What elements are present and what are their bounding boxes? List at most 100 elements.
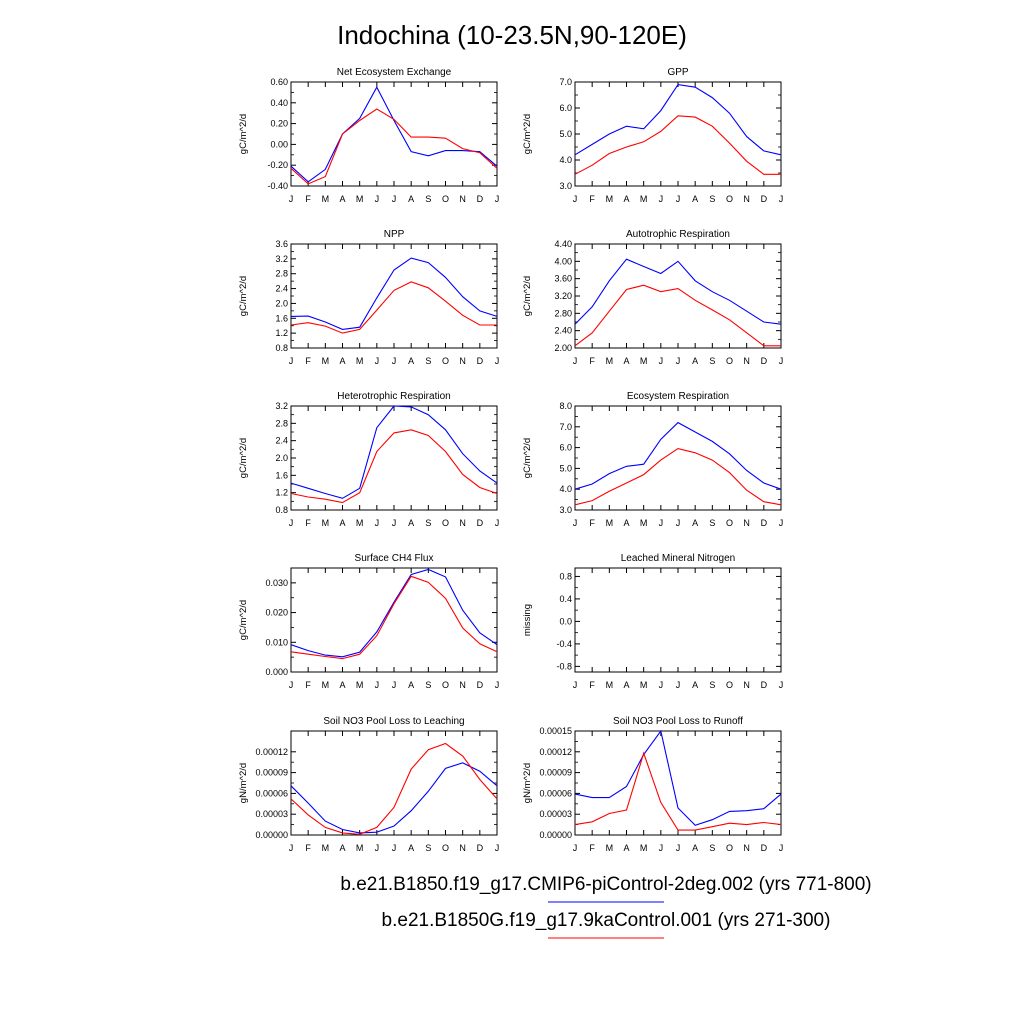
y-tick-label: 7.0 — [559, 422, 572, 432]
x-tick-label: D — [761, 356, 768, 366]
x-tick-label: A — [623, 356, 629, 366]
x-tick-label: J — [573, 518, 578, 528]
series-line-red — [574, 448, 782, 506]
x-tick-label: A — [339, 194, 345, 204]
panel-9: Soil NO3 Pool Loss to Leaching gN/m^2/d 0.… — [238, 716, 499, 853]
y-axis-label: gN/m^2/d — [238, 763, 249, 803]
x-tick-label: J — [375, 843, 380, 853]
y-tick-label: 0.030 — [265, 578, 288, 588]
x-tick-label: J — [779, 194, 784, 204]
y-tick-label: 2.8 — [275, 418, 288, 428]
y-axis-label: gC/m^2/d — [238, 438, 249, 478]
y-tick-label: 0.00015 — [539, 726, 572, 736]
x-tick-label: F — [305, 843, 311, 853]
x-tick-label: S — [425, 843, 431, 853]
x-tick-label: D — [761, 843, 768, 853]
y-tick-label: 0.010 — [265, 637, 288, 647]
series-line-blue — [574, 84, 782, 156]
x-tick-label: J — [495, 194, 500, 204]
x-tick-label: M — [356, 356, 364, 366]
x-tick-label: N — [743, 680, 750, 690]
x-tick-label: J — [779, 680, 784, 690]
x-tick-label: J — [392, 194, 397, 204]
x-tick-label: O — [726, 356, 733, 366]
x-tick-label: J — [676, 518, 681, 528]
y-tick-label: 0.20 — [270, 119, 288, 129]
y-axis-label: gC/m^2/d — [522, 276, 533, 316]
y-tick-label: 3.20 — [554, 291, 572, 301]
series-line-red — [290, 108, 498, 185]
series-line-blue — [574, 729, 782, 826]
x-tick-label: J — [779, 843, 784, 853]
x-tick-label: D — [761, 194, 768, 204]
x-tick-label: O — [726, 194, 733, 204]
y-tick-label: 0.8 — [275, 343, 288, 353]
x-tick-label: D — [477, 194, 484, 204]
x-tick-label: M — [640, 518, 648, 528]
x-tick-label: J — [375, 518, 380, 528]
x-tick-label: J — [659, 680, 664, 690]
y-tick-label: 0.020 — [265, 608, 288, 618]
x-tick-label: M — [356, 518, 364, 528]
x-tick-label: J — [779, 518, 784, 528]
panel-8: Leached Mineral Nitrogen missing -0.8 -0.4 0… — [522, 553, 783, 690]
x-tick-label: O — [442, 680, 449, 690]
y-tick-label: -0.4 — [556, 639, 572, 649]
x-tick-label: J — [659, 843, 664, 853]
x-tick-label: J — [392, 518, 397, 528]
y-tick-label: 1.2 — [275, 488, 288, 498]
x-tick-label: J — [573, 680, 578, 690]
x-tick-label: M — [322, 843, 330, 853]
x-tick-label: J — [392, 843, 397, 853]
y-tick-label: 0.8 — [275, 505, 288, 515]
x-tick-label: M — [322, 518, 330, 528]
x-tick-label: F — [589, 194, 595, 204]
x-tick-label: A — [623, 194, 629, 204]
panel-frame — [574, 567, 782, 673]
y-tick-label: 3.60 — [554, 274, 572, 284]
x-tick-label: F — [305, 680, 311, 690]
y-tick-label: 5.0 — [559, 463, 572, 473]
x-tick-label: N — [459, 843, 466, 853]
panel-5: Heterotrophic Respiration gC/m^2/d 0.8 1.2 1… — [238, 391, 499, 528]
panel-frame — [574, 81, 782, 187]
x-tick-label: A — [339, 356, 345, 366]
x-tick-label: J — [659, 194, 664, 204]
x-tick-label: A — [692, 356, 698, 366]
panel-frame — [574, 730, 782, 836]
x-tick-label: F — [589, 356, 595, 366]
x-tick-label: M — [640, 356, 648, 366]
y-tick-label: 0.00003 — [255, 809, 288, 819]
x-tick-label: M — [606, 194, 614, 204]
x-tick-label: J — [375, 680, 380, 690]
x-tick-label: A — [408, 680, 414, 690]
panel-title: NPP — [384, 229, 405, 240]
panel-frame — [290, 81, 498, 187]
x-tick-label: N — [743, 518, 750, 528]
x-tick-label: J — [676, 194, 681, 204]
panel-title: Ecosystem Respiration — [627, 391, 729, 402]
y-tick-label: 1.2 — [275, 328, 288, 338]
y-tick-label: 4.0 — [559, 155, 572, 165]
x-tick-label: O — [726, 843, 733, 853]
y-tick-label: 2.4 — [275, 284, 288, 294]
y-tick-label: 0.00006 — [255, 788, 288, 798]
x-tick-label: F — [589, 518, 595, 528]
x-tick-label: M — [640, 194, 648, 204]
x-tick-label: F — [589, 843, 595, 853]
x-tick-label: S — [425, 518, 431, 528]
x-tick-label: F — [305, 518, 311, 528]
series-line-blue — [290, 762, 498, 834]
y-tick-label: 1.6 — [275, 313, 288, 323]
y-axis-label: gC/m^2/d — [238, 600, 249, 640]
x-tick-label: J — [392, 356, 397, 366]
series-line-blue — [574, 421, 782, 490]
x-tick-label: D — [477, 680, 484, 690]
panel-title: Soil NO3 Pool Loss to Runoff — [613, 716, 743, 727]
y-tick-label: -0.8 — [556, 661, 572, 671]
panel-title: Heterotrophic Respiration — [337, 391, 450, 402]
panel-frame — [290, 730, 498, 836]
